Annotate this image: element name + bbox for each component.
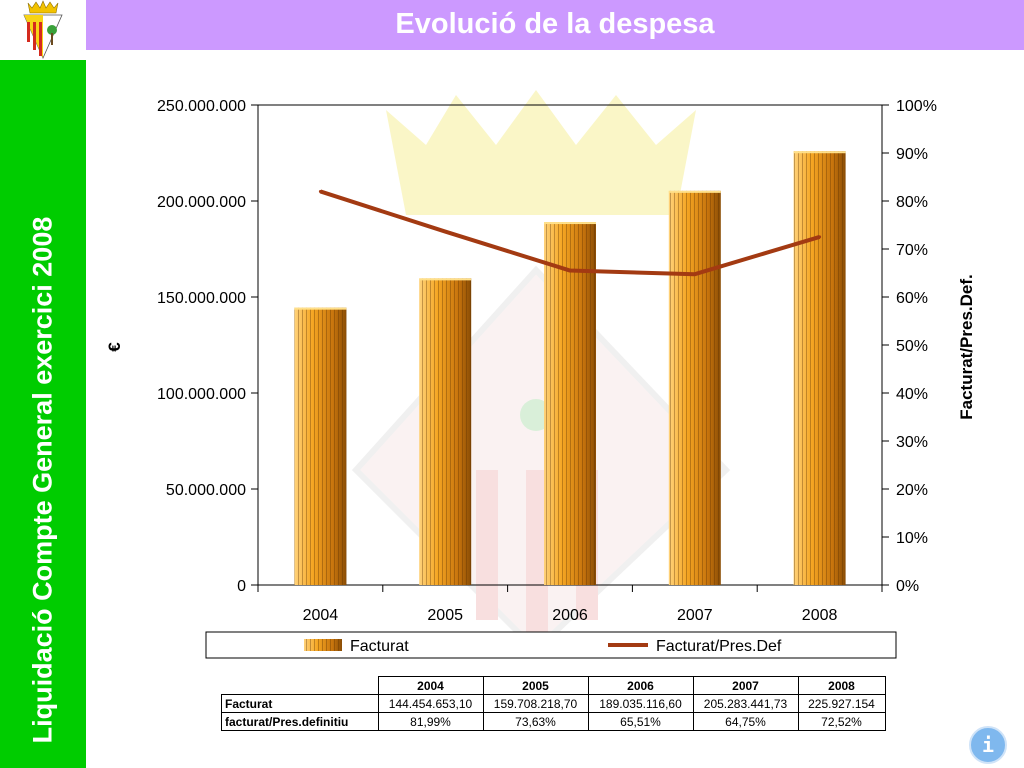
ratio-point (693, 272, 697, 276)
ratio-point (818, 235, 822, 239)
bar-texture (793, 151, 846, 586)
x-tick-label: 2004 (303, 607, 339, 624)
table-cell: 189.035.116,60 (587, 694, 694, 713)
table-header-cell: 2008 (797, 676, 886, 695)
table-row: Facturat 144.454.653,10 159.708.218,70 1… (221, 694, 886, 713)
bar-texture (419, 278, 472, 585)
chart: 0 50.000.000 100.000.000 150.000.000 200.000… (105, 90, 976, 659)
table-header-row: 2004 2005 2006 2007 2008 (222, 676, 886, 695)
ratio-point (568, 269, 572, 273)
table-cell: 73,63% (482, 712, 589, 731)
bar-texture (544, 222, 596, 585)
table-header-cell: 2006 (587, 676, 694, 695)
table-cell: 205.283.441,73 (692, 694, 799, 713)
y2-tick-label: 80% (896, 194, 928, 211)
table-corner (222, 677, 379, 695)
table-header-cell: 2004 (377, 676, 484, 695)
x-tick-label: 2006 (552, 607, 588, 624)
ratio-point (318, 189, 322, 193)
x-axis-ticks: 2004 2005 2006 2007 2008 (257, 585, 883, 624)
table-cell: 144.454.653,10 (377, 694, 484, 713)
y2-tick-label: 60% (896, 290, 928, 307)
bar-top-edge (668, 190, 721, 193)
y2-axis-label: Facturat/Pres.Def. (957, 274, 976, 420)
table-header-cell: 2007 (692, 676, 799, 695)
x-tick-label: 2005 (427, 607, 463, 624)
y-tick-label: 0 (237, 578, 246, 595)
line-series (318, 189, 822, 277)
page-title: Evolució de la despesa (395, 8, 715, 40)
legend: Facturat Facturat/Pres.Def (205, 631, 897, 659)
y2-tick-label: 10% (896, 530, 928, 547)
bar-texture (294, 307, 347, 585)
info-icon: i (981, 733, 995, 757)
bar-series (294, 151, 846, 586)
y2-tick-label: 0% (896, 578, 919, 595)
bar-top-edge (793, 151, 846, 154)
bar-texture (668, 190, 721, 586)
y2-tick-label: 90% (896, 146, 928, 163)
legend-label-line: Facturat/Pres.Def (656, 638, 782, 655)
y2-axis-ticks: 0% 10% 20% 30% 40% 50% 60% 70% 80% 90% 100% (882, 98, 937, 595)
x-tick-label: 2007 (677, 607, 713, 624)
side-bar: Liquidació Compte General exercici 2008 (0, 60, 86, 768)
y2-tick-label: 30% (896, 434, 928, 451)
table-cell: 65,51% (587, 712, 694, 731)
bar-top-edge (544, 222, 596, 225)
y2-tick-label: 40% (896, 386, 928, 403)
table-cell: 159.708.218,70 (482, 694, 589, 713)
title-bar: Evolució de la despesa (86, 0, 1024, 50)
table-cell: 72,52% (797, 712, 886, 731)
table-cell: 225.927.154 (797, 694, 886, 713)
bar-top-edge (419, 278, 472, 281)
bar-top-edge (294, 307, 347, 310)
legend-label-bar: Facturat (350, 638, 409, 655)
y-tick-label: 150.000.000 (157, 290, 246, 307)
ratio-point (443, 230, 447, 234)
table-cell: 64,75% (692, 712, 799, 731)
y-tick-label: 50.000.000 (166, 482, 246, 499)
coat-of-arms-icon (23, 0, 63, 59)
table-row-label: facturat/Pres.definitiu (221, 712, 379, 731)
y2-tick-label: 20% (896, 482, 928, 499)
y2-tick-label: 50% (896, 338, 928, 355)
logo (0, 0, 86, 60)
info-button[interactable]: i (969, 726, 1007, 764)
table-row-label: Facturat (221, 694, 379, 713)
side-title: Liquidació Compte General exercici 2008 (27, 216, 58, 744)
table-cell: 81,99% (377, 712, 484, 731)
x-tick-label: 2008 (802, 607, 838, 624)
table-header-cell: 2005 (482, 676, 589, 695)
data-table: 2004 2005 2006 2007 2008 Facturat 144.45… (221, 676, 886, 731)
y-tick-label: 100.000.000 (157, 386, 246, 403)
table-row: facturat/Pres.definitiu 81,99% 73,63% 65… (221, 712, 886, 731)
y-axis-label: € (105, 342, 124, 352)
y-axis-ticks: 0 50.000.000 100.000.000 150.000.000 200.000… (157, 98, 258, 595)
y2-tick-label: 100% (896, 98, 937, 115)
y-tick-label: 200.000.000 (157, 194, 246, 211)
y2-tick-label: 70% (896, 242, 928, 259)
y-tick-label: 250.000.000 (157, 98, 246, 115)
